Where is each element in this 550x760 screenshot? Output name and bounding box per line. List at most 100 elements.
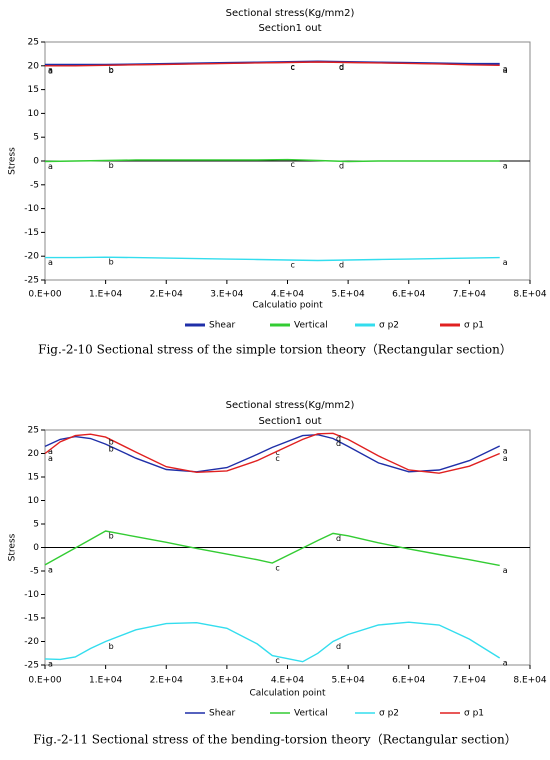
- x-tick-label: 2.E+04: [150, 676, 184, 686]
- point-label: a: [48, 258, 53, 267]
- y-tick-label: 0: [33, 157, 39, 167]
- x-tick-label: 7.E+04: [453, 290, 487, 300]
- legend-label: Vertical: [294, 709, 328, 719]
- caption: Fig.-2-10 Sectional stress of the simple…: [38, 343, 512, 357]
- x-tick-label: 0.E+00: [28, 290, 62, 300]
- point-label: d: [339, 62, 344, 71]
- series-line: [44, 432, 500, 474]
- y-tick-label: -25: [24, 661, 39, 671]
- point-label: c: [275, 454, 279, 463]
- series-line: [44, 530, 500, 567]
- legend-label: σ p2: [379, 709, 399, 719]
- series-line: [45, 61, 500, 67]
- point-label: c: [291, 261, 295, 270]
- point-label: a: [503, 446, 508, 455]
- x-tick-label: 8.E+04: [513, 290, 547, 300]
- chart-subtitle: Section1 out: [258, 416, 321, 427]
- point-label: a: [48, 66, 53, 75]
- x-tick-label: 1.E+04: [89, 676, 123, 686]
- x-tick-label: 5.E+04: [331, 676, 365, 686]
- series-line: [44, 433, 501, 473]
- point-label: b: [109, 65, 114, 74]
- x-tick-label: 0.E+00: [28, 676, 62, 686]
- point-label: a: [48, 454, 53, 463]
- point-label: d: [336, 534, 341, 543]
- point-label: b: [109, 532, 114, 541]
- legend-label: σ p1: [464, 709, 484, 719]
- y-tick-label: -10: [24, 590, 39, 600]
- series-line: [44, 158, 500, 163]
- point-label: c: [291, 62, 295, 71]
- x-tick-label: 3.E+04: [210, 676, 244, 686]
- x-tick-label: 4.E+04: [271, 676, 305, 686]
- y-axis-label: Stress: [8, 533, 18, 561]
- x-tick-label: 4.E+04: [271, 290, 305, 300]
- y-tick-label: -10: [24, 204, 39, 214]
- point-label: d: [339, 261, 344, 270]
- point-label: c: [275, 656, 279, 665]
- y-tick-label: -25: [24, 276, 39, 286]
- point-label: a: [503, 66, 508, 75]
- point-label: d: [336, 439, 341, 448]
- point-label: a: [503, 454, 508, 463]
- legend-label: Shear: [209, 321, 235, 331]
- point-label: a: [48, 565, 53, 574]
- y-tick-label: -20: [24, 637, 39, 647]
- caption: Fig.-2-11 Sectional stress of the bendin…: [33, 733, 516, 747]
- series-line: [45, 256, 500, 262]
- point-label: a: [503, 162, 508, 171]
- point-label: c: [291, 63, 295, 72]
- y-tick-label: 0: [33, 543, 39, 553]
- x-tick-label: 6.E+04: [392, 290, 426, 300]
- y-tick-label: -15: [24, 614, 39, 624]
- y-tick-label: 20: [28, 61, 40, 71]
- point-label: b: [109, 66, 114, 75]
- point-label: d: [336, 434, 341, 443]
- point-label: a: [503, 566, 508, 575]
- point-label: a: [48, 65, 53, 74]
- x-tick-label: 6.E+04: [392, 676, 426, 686]
- x-tick-label: 3.E+04: [210, 290, 244, 300]
- point-label: a: [48, 447, 53, 456]
- x-axis-label: Calculatio point: [252, 301, 323, 311]
- y-tick-label: 25: [28, 38, 39, 48]
- point-label: c: [291, 160, 295, 169]
- point-label: a: [503, 64, 508, 73]
- y-tick-label: 10: [28, 496, 40, 506]
- point-label: c: [275, 448, 279, 457]
- legend-label: Shear: [209, 709, 235, 719]
- x-tick-label: 5.E+04: [331, 290, 365, 300]
- point-label: a: [503, 258, 508, 267]
- point-label: a: [48, 659, 53, 668]
- y-tick-label: -5: [30, 180, 39, 190]
- y-tick-label: 20: [28, 449, 40, 459]
- x-tick-label: 8.E+04: [513, 676, 547, 686]
- y-tick-label: 15: [28, 473, 39, 483]
- series-line: [44, 621, 501, 663]
- legend-label: σ p1: [464, 321, 484, 331]
- legend-label: Vertical: [294, 321, 328, 331]
- y-tick-label: -20: [24, 252, 39, 262]
- y-tick-label: 25: [28, 426, 39, 436]
- chart: Sectional stress(Kg/mm2) Section1 out -25 -…: [8, 8, 547, 357]
- point-label: d: [336, 642, 341, 651]
- chart-subtitle: Section1 out: [258, 23, 321, 34]
- point-label: b: [109, 161, 114, 170]
- y-tick-label: 15: [28, 85, 39, 95]
- point-label: a: [503, 658, 508, 667]
- y-tick-label: -5: [30, 567, 39, 577]
- point-label: b: [109, 642, 114, 651]
- y-axis-label: Stress: [8, 147, 18, 175]
- point-label: d: [339, 162, 344, 171]
- y-tick-label: -15: [24, 228, 39, 238]
- x-tick-label: 7.E+04: [453, 676, 487, 686]
- x-axis-label: Calculation point: [249, 689, 325, 699]
- point-label: c: [275, 564, 279, 573]
- y-tick-label: 10: [28, 109, 40, 119]
- chart-title: Sectional stress(Kg/mm2): [226, 400, 355, 411]
- x-tick-label: 2.E+04: [150, 290, 184, 300]
- y-tick-label: 5: [33, 133, 39, 143]
- x-tick-label: 1.E+04: [89, 290, 123, 300]
- y-tick-label: 5: [33, 520, 39, 530]
